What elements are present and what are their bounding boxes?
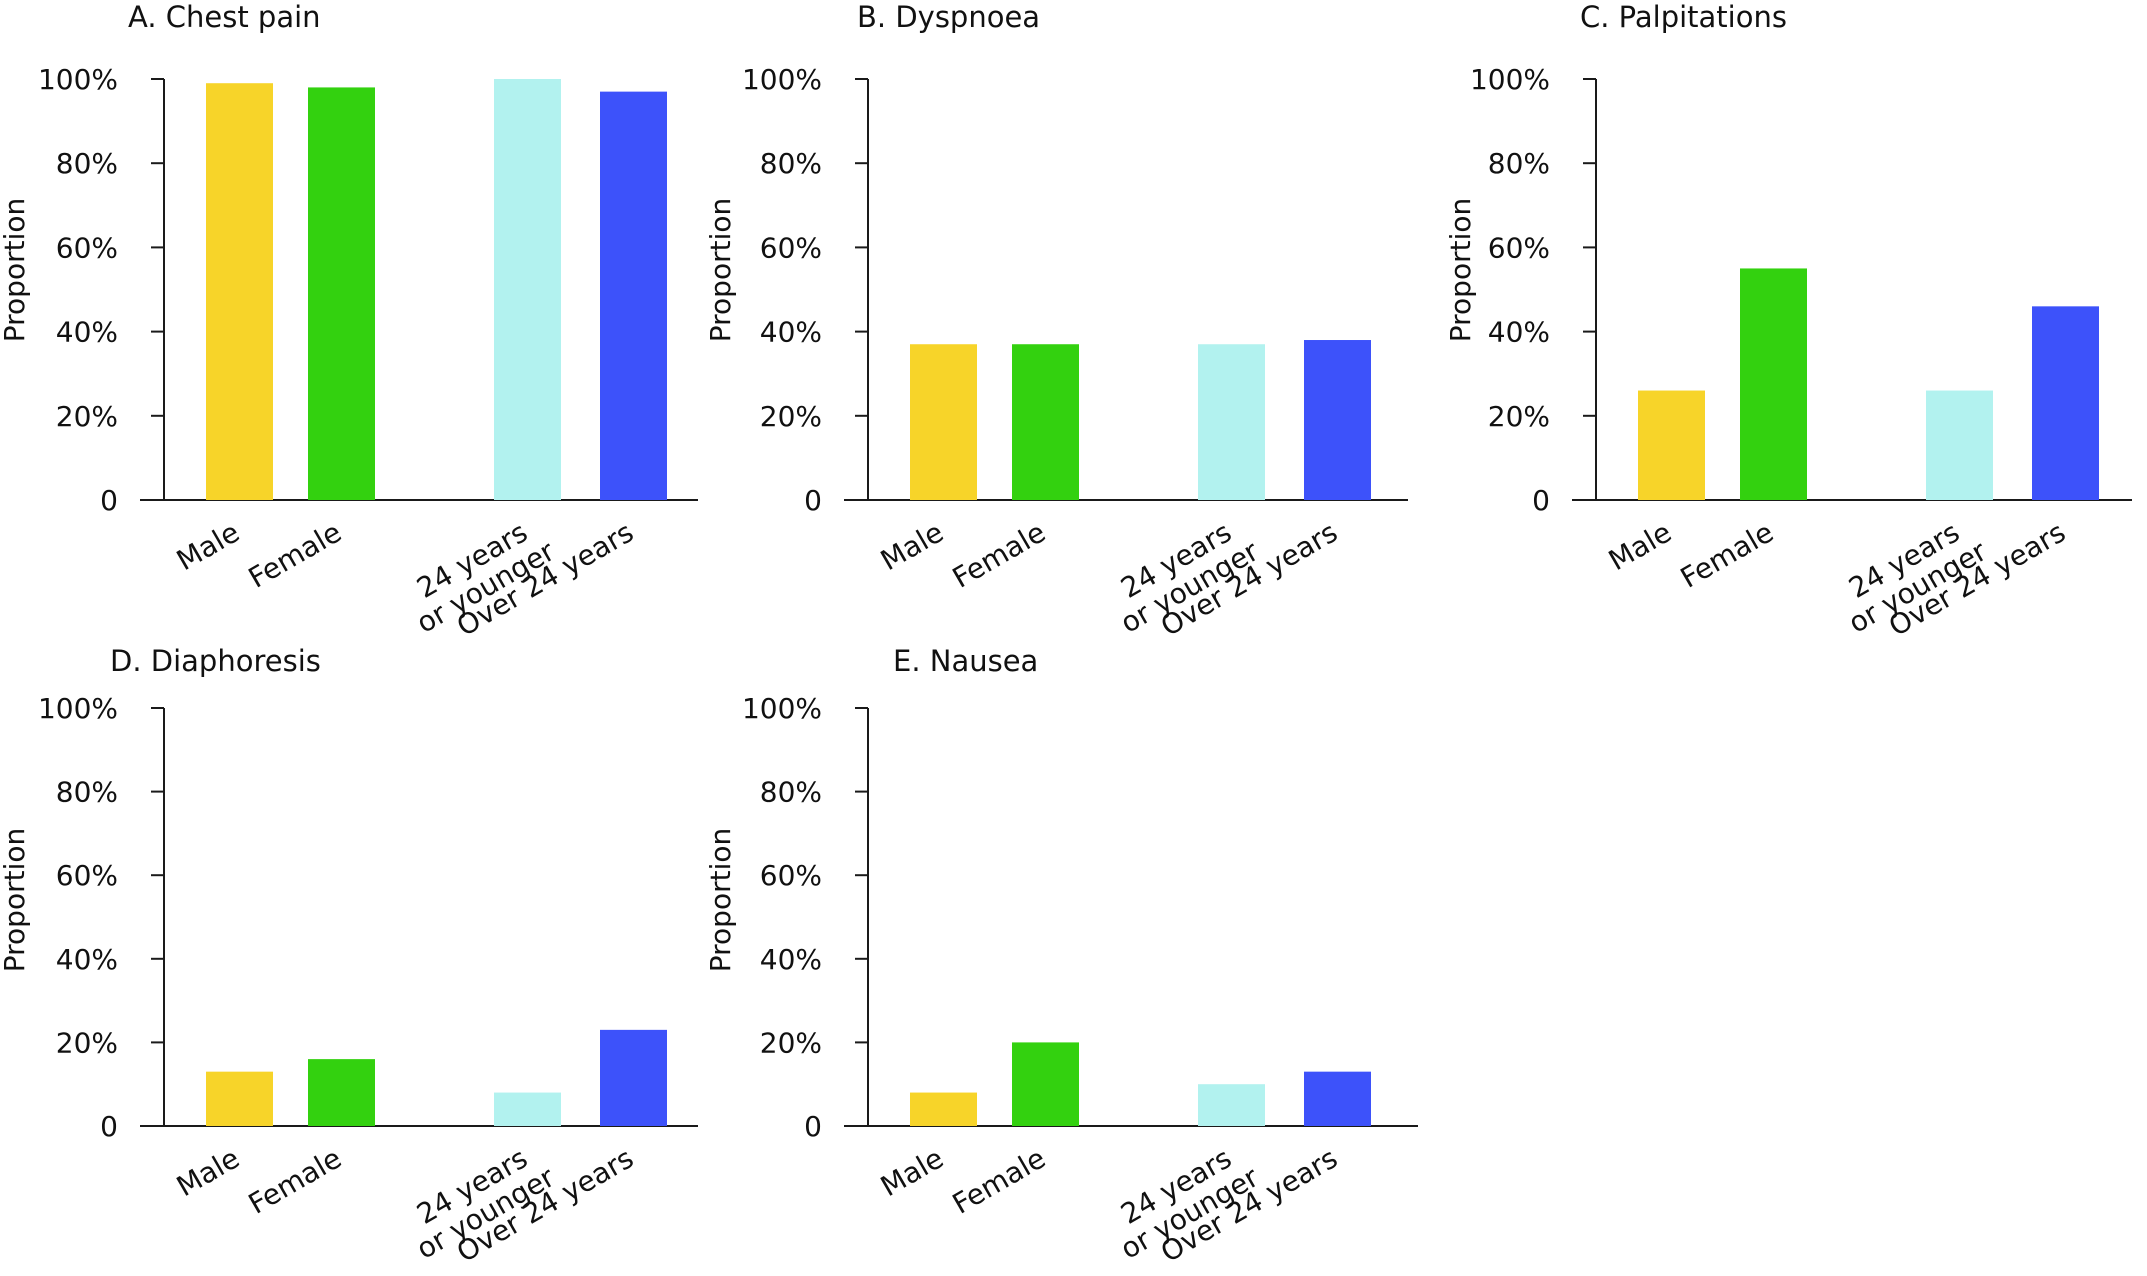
y-tick-label: 60% xyxy=(760,231,822,264)
x-category-label: Male xyxy=(1603,515,1677,577)
bar-female xyxy=(308,1059,375,1126)
y-tick-label: 80% xyxy=(760,147,822,180)
x-category-label: Female xyxy=(1675,515,1779,594)
panel-d-diaphoresis: D. Diaphoresis Proportion 0 20% 40% 60% 80% 100… xyxy=(0,644,698,1269)
y-axis-label: Proportion xyxy=(704,828,737,972)
bar-male xyxy=(206,1071,273,1126)
panel-title: A. Chest pain xyxy=(128,0,321,34)
panel-title: C. Palpitations xyxy=(1580,0,1787,34)
bar-24-years-or-younger xyxy=(1198,1084,1265,1126)
x-category-label: Female xyxy=(947,515,1051,594)
bar-male xyxy=(910,344,977,500)
bar-over-24-years xyxy=(2032,306,2099,500)
x-category-label: Female xyxy=(947,1141,1051,1220)
y-tick-label: 40% xyxy=(760,316,822,349)
bar-female xyxy=(308,87,375,501)
x-category-label: Female xyxy=(243,1141,347,1220)
y-tick-label: 60% xyxy=(1488,231,1550,264)
y-tick-label: 20% xyxy=(56,1026,118,1059)
bar-24-years-or-younger xyxy=(1926,390,1993,500)
y-tick-label: 20% xyxy=(760,1026,822,1059)
y-tick-label: 40% xyxy=(56,316,118,349)
panel-c-palpitations: C. Palpitations Proportion 0 20% 40% 60% 80% 10… xyxy=(1444,0,2132,643)
panel-title: D. Diaphoresis xyxy=(110,644,321,678)
bar-over-24-years xyxy=(1304,340,1371,500)
y-axis-label: Proportion xyxy=(704,198,737,342)
bar-male xyxy=(910,1092,977,1126)
y-tick-label: 20% xyxy=(56,400,118,433)
bar-24-years-or-younger xyxy=(1198,344,1265,500)
x-category-label: Male xyxy=(875,515,949,577)
bar-24-years-or-younger xyxy=(494,79,561,500)
panel-a-chest-pain: A. Chest pain Proportion 0 20% 40% 60% 80% 100%… xyxy=(0,0,698,643)
y-tick-label: 100% xyxy=(742,692,822,725)
panel-title: B. Dyspnoea xyxy=(857,0,1040,34)
y-tick-label: 20% xyxy=(760,400,822,433)
y-tick-label: 100% xyxy=(1470,63,1550,96)
y-tick-label: 0 xyxy=(804,1110,822,1143)
y-tick-label: 80% xyxy=(56,776,118,809)
panel-e-nausea: E. Nausea Proportion 0 20% 40% 60% 80% 100% Male… xyxy=(704,644,1418,1269)
bar-over-24-years xyxy=(1304,1071,1371,1126)
x-category-label: Female xyxy=(243,515,347,594)
y-tick-label: 0 xyxy=(804,484,822,517)
y-tick-label: 40% xyxy=(760,943,822,976)
y-tick-label: 0 xyxy=(100,1110,118,1143)
bar-female xyxy=(1012,1042,1079,1126)
y-tick-label: 100% xyxy=(742,63,822,96)
y-tick-label: 60% xyxy=(56,859,118,892)
x-category-label: Male xyxy=(875,1141,949,1203)
y-tick-label: 60% xyxy=(56,231,118,264)
bar-male xyxy=(1638,390,1705,500)
panel-b-dyspnoea: B. Dyspnoea Proportion 0 20% 40% 60% 80% 100% Ma… xyxy=(704,0,1408,643)
bar-female xyxy=(1012,344,1079,500)
y-tick-label: 0 xyxy=(100,484,118,517)
bar-female xyxy=(1740,268,1807,500)
y-tick-label: 40% xyxy=(1488,316,1550,349)
y-tick-label: 20% xyxy=(1488,400,1550,433)
x-category-label: Male xyxy=(171,515,245,577)
y-axis-label: Proportion xyxy=(0,198,31,342)
y-axis-label: Proportion xyxy=(1444,198,1477,342)
y-tick-label: 60% xyxy=(760,859,822,892)
y-tick-label: 80% xyxy=(1488,147,1550,180)
y-tick-label: 100% xyxy=(38,692,118,725)
panel-title: E. Nausea xyxy=(893,644,1038,678)
y-tick-label: 40% xyxy=(56,943,118,976)
bar-24-years-or-younger xyxy=(494,1092,561,1126)
y-tick-label: 80% xyxy=(56,147,118,180)
bar-male xyxy=(206,83,273,501)
y-axis-label: Proportion xyxy=(0,828,31,972)
bar-over-24-years xyxy=(600,91,667,500)
y-tick-label: 0 xyxy=(1532,484,1550,517)
x-category-label: Male xyxy=(171,1141,245,1203)
y-tick-label: 80% xyxy=(760,776,822,809)
y-tick-label: 100% xyxy=(38,63,118,96)
bar-over-24-years xyxy=(600,1029,667,1126)
